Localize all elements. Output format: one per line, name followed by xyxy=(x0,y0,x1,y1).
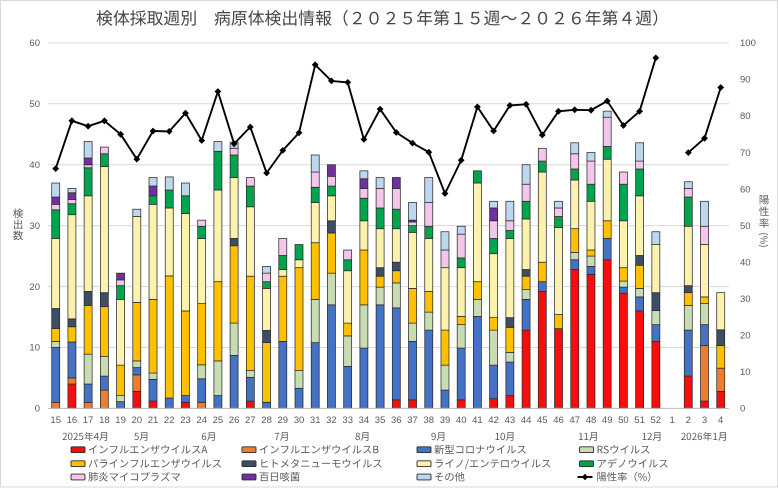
svg-text:29: 29 xyxy=(278,415,289,426)
svg-text:24: 24 xyxy=(196,415,207,426)
svg-text:30: 30 xyxy=(29,221,40,232)
svg-text:10: 10 xyxy=(29,343,40,354)
svg-text:31: 31 xyxy=(310,415,321,426)
svg-text:30: 30 xyxy=(294,415,305,426)
svg-text:80: 80 xyxy=(740,111,751,122)
svg-text:18: 18 xyxy=(99,415,110,426)
svg-text:0: 0 xyxy=(35,404,40,415)
svg-text:3: 3 xyxy=(702,415,707,426)
svg-text:60: 60 xyxy=(740,184,751,195)
svg-text:40: 40 xyxy=(456,415,467,426)
svg-text:52: 52 xyxy=(651,415,662,426)
svg-text:15: 15 xyxy=(50,415,61,426)
svg-text:25: 25 xyxy=(213,415,224,426)
svg-text:30: 30 xyxy=(740,294,751,305)
svg-text:51: 51 xyxy=(634,415,645,426)
svg-text:16: 16 xyxy=(67,415,78,426)
svg-text:22: 22 xyxy=(164,415,175,426)
svg-text:44: 44 xyxy=(521,415,532,426)
svg-text:46: 46 xyxy=(553,415,564,426)
svg-text:23: 23 xyxy=(180,415,191,426)
svg-text:39: 39 xyxy=(440,415,451,426)
svg-text:43: 43 xyxy=(505,415,516,426)
svg-text:1: 1 xyxy=(669,415,674,426)
svg-text:50: 50 xyxy=(29,99,40,110)
svg-text:35: 35 xyxy=(375,415,386,426)
svg-text:26: 26 xyxy=(229,415,240,426)
svg-text:17: 17 xyxy=(83,415,94,426)
svg-text:20: 20 xyxy=(29,282,40,293)
svg-text:21: 21 xyxy=(148,415,159,426)
svg-text:4: 4 xyxy=(718,415,723,426)
svg-text:41: 41 xyxy=(472,415,483,426)
svg-text:40: 40 xyxy=(29,160,40,171)
svg-text:48: 48 xyxy=(586,415,597,426)
svg-text:38: 38 xyxy=(424,415,435,426)
svg-text:2: 2 xyxy=(686,415,691,426)
svg-text:50: 50 xyxy=(740,221,751,232)
svg-text:47: 47 xyxy=(569,415,580,426)
svg-text:40: 40 xyxy=(740,257,751,268)
svg-text:36: 36 xyxy=(391,415,402,426)
svg-text:37: 37 xyxy=(407,415,418,426)
svg-text:10: 10 xyxy=(740,367,751,378)
svg-text:60: 60 xyxy=(29,38,40,49)
svg-text:20: 20 xyxy=(132,415,143,426)
svg-text:100: 100 xyxy=(740,38,756,49)
svg-text:90: 90 xyxy=(740,75,751,86)
svg-text:32: 32 xyxy=(326,415,337,426)
svg-text:34: 34 xyxy=(359,415,370,426)
svg-text:27: 27 xyxy=(245,415,256,426)
svg-text:49: 49 xyxy=(602,415,613,426)
svg-text:19: 19 xyxy=(115,415,126,426)
svg-text:20: 20 xyxy=(740,331,751,342)
svg-text:28: 28 xyxy=(261,415,272,426)
svg-text:50: 50 xyxy=(618,415,629,426)
svg-text:42: 42 xyxy=(488,415,499,426)
svg-text:70: 70 xyxy=(740,148,751,159)
svg-text:45: 45 xyxy=(537,415,548,426)
svg-text:0: 0 xyxy=(740,404,745,415)
svg-text:33: 33 xyxy=(342,415,353,426)
